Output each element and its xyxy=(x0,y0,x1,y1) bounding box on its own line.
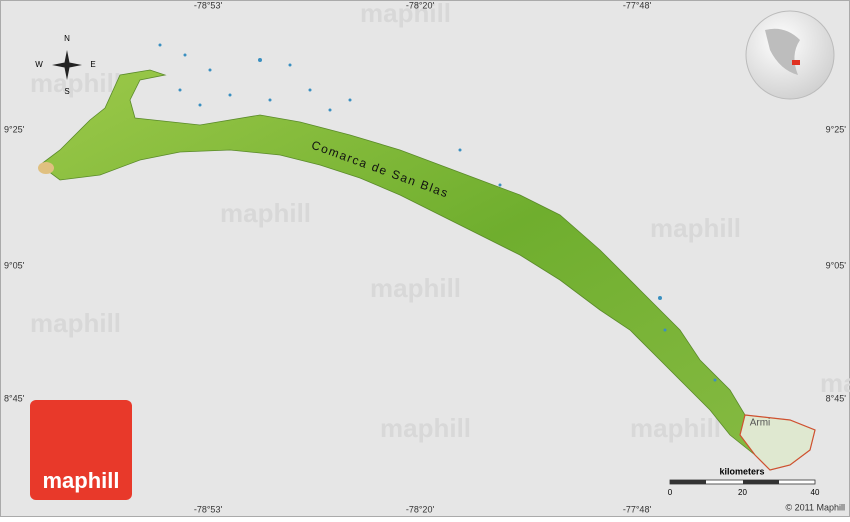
scale-title: kilometers xyxy=(719,466,764,476)
scale-tick: 20 xyxy=(738,488,747,497)
watermark: maphill xyxy=(630,413,721,443)
watermark: maphill xyxy=(30,308,121,338)
left-coord: 8°45' xyxy=(4,393,25,403)
watermark: maphill xyxy=(360,0,451,28)
scale-bar: kilometers 0 20 40 xyxy=(668,466,820,497)
watermark: maphill xyxy=(370,273,461,303)
watermark: maphill xyxy=(820,368,850,398)
compass-e: E xyxy=(90,60,95,69)
watermarks: maphill maphill maphill maphill maphill maphi… xyxy=(30,0,850,443)
top-coord: -78°20' xyxy=(406,0,435,10)
compass: N E S W xyxy=(35,34,95,96)
watermark: maphill xyxy=(220,198,311,228)
locator-globe xyxy=(745,10,835,100)
left-coord: 9°25' xyxy=(4,124,25,134)
left-coord: 9°05' xyxy=(4,260,25,270)
compass-w: W xyxy=(35,60,43,69)
right-coord: 9°05' xyxy=(826,260,847,270)
logo-text: maphill xyxy=(42,468,119,493)
top-coord: -77°48' xyxy=(623,0,652,10)
top-coord: -78°53' xyxy=(194,0,223,10)
border-region xyxy=(739,414,816,471)
compass-n: N xyxy=(64,34,70,43)
islet xyxy=(38,162,54,174)
compass-s: S xyxy=(64,87,69,96)
bottom-coord: -77°48' xyxy=(623,504,652,514)
watermark: maphill xyxy=(30,68,121,98)
coordinates: -78°53' -78°53' -78°20' -78°20' -77°48' -77°4… xyxy=(4,0,846,514)
islands xyxy=(158,43,717,382)
watermark: maphill xyxy=(380,413,471,443)
scale-tick: 40 xyxy=(811,488,820,497)
scale-tick: 0 xyxy=(668,488,673,497)
watermark: maphill xyxy=(650,213,741,243)
bottom-coord: -78°20' xyxy=(406,504,435,514)
right-coord: 9°25' xyxy=(826,124,847,134)
right-coord: 8°45' xyxy=(826,393,847,403)
town-label: Armi xyxy=(750,418,771,429)
bottom-coord: -78°53' xyxy=(194,504,223,514)
copyright: © 2011 Maphill xyxy=(786,502,846,512)
logo: maphill xyxy=(30,400,132,500)
